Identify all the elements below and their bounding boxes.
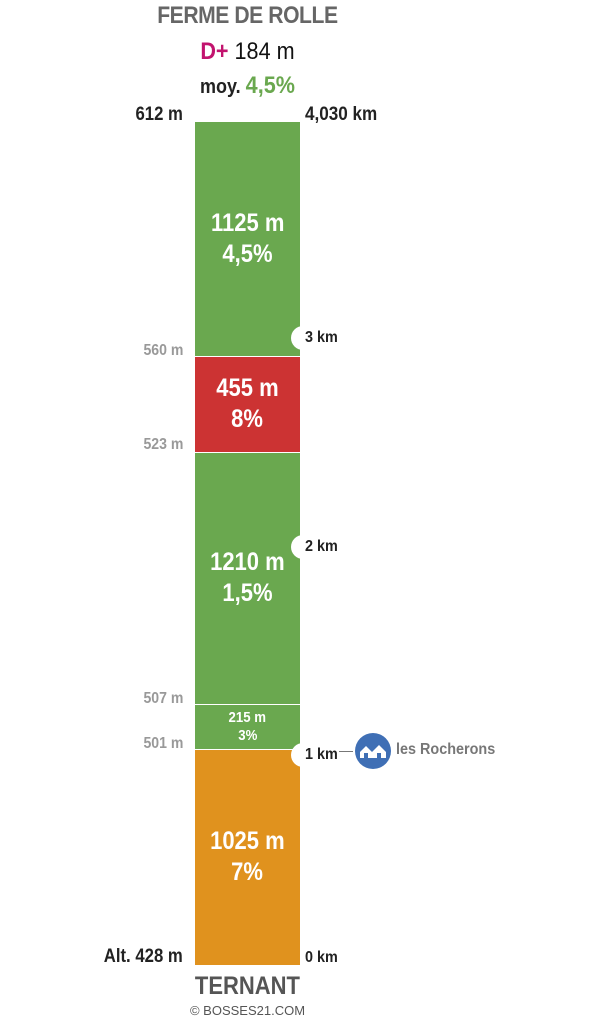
profile-segment: 1210 m 1,5%	[195, 452, 300, 704]
moy-value: 4,5%	[245, 72, 295, 99]
altitude-label: 507 m	[143, 690, 183, 707]
village-connector	[339, 751, 353, 752]
profile-segment: 215 m 3%	[195, 704, 300, 749]
altitude-label: 560 m	[143, 342, 183, 359]
dplus-prefix: D+	[200, 38, 229, 65]
profile-segment: 1025 m 7%	[195, 749, 300, 965]
km-notch	[291, 326, 315, 350]
village-icon	[355, 733, 391, 769]
profile-segment: 455 m 8%	[195, 356, 300, 452]
segment-divider	[195, 356, 300, 357]
km-label: 0 km	[305, 949, 338, 966]
top-altitude-label: 612 m	[135, 104, 183, 125]
km-label: 3 km	[305, 329, 338, 346]
base-altitude-label: Alt. 428 m	[104, 946, 183, 967]
segment-length: 455 m	[216, 373, 279, 402]
segment-divider	[195, 704, 300, 705]
km-label: 2 km	[305, 538, 338, 555]
altitude-label: 523 m	[143, 436, 183, 453]
moy-prefix: moy.	[199, 76, 241, 98]
elevation-gain: D+ 184 m	[25, 38, 471, 66]
profile-bar: 1125 m 4,5% 455 m 8% 1210 m 1,5% 215 m 3…	[195, 122, 300, 965]
segment-gradient: 4,5%	[222, 240, 273, 268]
dplus-value: 184 m	[234, 38, 295, 65]
total-distance-label: 4,030 km	[305, 104, 378, 125]
km-label: 1 km	[305, 746, 338, 763]
profile-segment: 1125 m 4,5%	[195, 122, 300, 356]
start-location: TERNANT	[194, 972, 300, 1000]
village-name: les Rocherons	[396, 741, 496, 758]
km-notch	[291, 535, 315, 559]
km-notch	[291, 743, 315, 767]
average-gradient: moy. 4,5%	[25, 72, 471, 100]
climb-title: FERME DE ROLLE	[157, 2, 338, 29]
segment-length: 1125 m	[210, 208, 285, 237]
segment-length: 1210 m	[210, 547, 285, 576]
altitude-label: 501 m	[143, 735, 183, 752]
segment-gradient: 7%	[231, 858, 264, 886]
segment-gradient: 8%	[231, 405, 264, 433]
segment-length: 1025 m	[210, 826, 285, 855]
copyright: © BOSSES21.COM	[189, 1003, 306, 1018]
segment-divider	[195, 452, 300, 453]
segment-divider	[195, 749, 300, 750]
segment-length: 215 m	[228, 708, 267, 726]
segment-gradient: 1,5%	[222, 579, 273, 607]
segment-gradient: 3%	[237, 726, 258, 744]
